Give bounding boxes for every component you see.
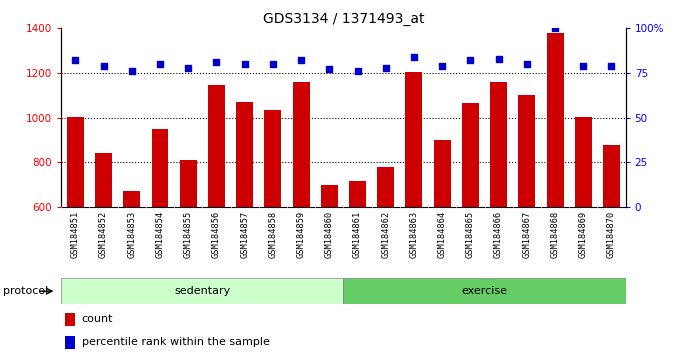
Point bbox=[183, 65, 194, 70]
Text: GSM184864: GSM184864 bbox=[438, 211, 447, 258]
Point bbox=[98, 63, 109, 69]
Text: sedentary: sedentary bbox=[174, 286, 231, 296]
Bar bbox=[61, 278, 343, 304]
Bar bbox=[547, 33, 564, 207]
Bar bbox=[65, 313, 75, 326]
Point bbox=[493, 56, 504, 62]
Text: GSM184856: GSM184856 bbox=[212, 211, 221, 258]
Bar bbox=[152, 129, 169, 207]
Text: percentile rank within the sample: percentile rank within the sample bbox=[82, 337, 269, 348]
Text: GSM184855: GSM184855 bbox=[184, 211, 192, 258]
Text: GSM184860: GSM184860 bbox=[325, 211, 334, 258]
Bar bbox=[208, 85, 225, 207]
Text: GSM184868: GSM184868 bbox=[551, 211, 560, 258]
Bar bbox=[180, 160, 197, 207]
Point bbox=[324, 67, 335, 72]
Bar bbox=[603, 144, 620, 207]
Bar bbox=[349, 181, 366, 207]
Point bbox=[352, 68, 363, 74]
Bar bbox=[65, 336, 75, 349]
Point bbox=[522, 61, 532, 67]
Point bbox=[154, 61, 165, 67]
Bar bbox=[434, 140, 451, 207]
Point bbox=[465, 58, 476, 63]
Text: exercise: exercise bbox=[462, 286, 507, 296]
Bar bbox=[462, 103, 479, 207]
Point bbox=[126, 68, 137, 74]
Point bbox=[380, 65, 391, 70]
Bar bbox=[123, 192, 140, 207]
Text: GSM184861: GSM184861 bbox=[353, 211, 362, 258]
Bar bbox=[292, 82, 309, 207]
Text: GSM184854: GSM184854 bbox=[156, 211, 165, 258]
Bar bbox=[377, 167, 394, 207]
Bar bbox=[95, 154, 112, 207]
Text: protocol: protocol bbox=[3, 286, 49, 296]
Bar bbox=[490, 82, 507, 207]
Text: GSM184859: GSM184859 bbox=[296, 211, 305, 258]
Point bbox=[549, 25, 560, 31]
Text: GSM184852: GSM184852 bbox=[99, 211, 108, 258]
Bar bbox=[343, 278, 626, 304]
Text: GSM184858: GSM184858 bbox=[269, 211, 277, 258]
Bar bbox=[236, 102, 253, 207]
Point bbox=[211, 59, 222, 65]
Text: GSM184867: GSM184867 bbox=[522, 211, 531, 258]
Point bbox=[409, 54, 420, 60]
Point bbox=[296, 58, 307, 63]
Bar bbox=[321, 185, 338, 207]
Point bbox=[606, 63, 617, 69]
Point bbox=[578, 63, 589, 69]
Text: GSM184865: GSM184865 bbox=[466, 211, 475, 258]
Point bbox=[437, 63, 447, 69]
Text: GSM184869: GSM184869 bbox=[579, 211, 588, 258]
Bar bbox=[67, 116, 84, 207]
Title: GDS3134 / 1371493_at: GDS3134 / 1371493_at bbox=[262, 12, 424, 26]
Text: GSM184863: GSM184863 bbox=[409, 211, 418, 258]
Text: GSM184851: GSM184851 bbox=[71, 211, 80, 258]
Text: count: count bbox=[82, 314, 113, 325]
Text: GSM184857: GSM184857 bbox=[240, 211, 249, 258]
Bar bbox=[265, 110, 282, 207]
Text: GSM184866: GSM184866 bbox=[494, 211, 503, 258]
Point bbox=[267, 61, 278, 67]
Text: GSM184870: GSM184870 bbox=[607, 211, 616, 258]
Text: GSM184862: GSM184862 bbox=[381, 211, 390, 258]
Point bbox=[70, 58, 81, 63]
Bar bbox=[575, 116, 592, 207]
Bar bbox=[518, 95, 535, 207]
Text: GSM184853: GSM184853 bbox=[127, 211, 136, 258]
Bar bbox=[405, 72, 422, 207]
Point bbox=[239, 61, 250, 67]
